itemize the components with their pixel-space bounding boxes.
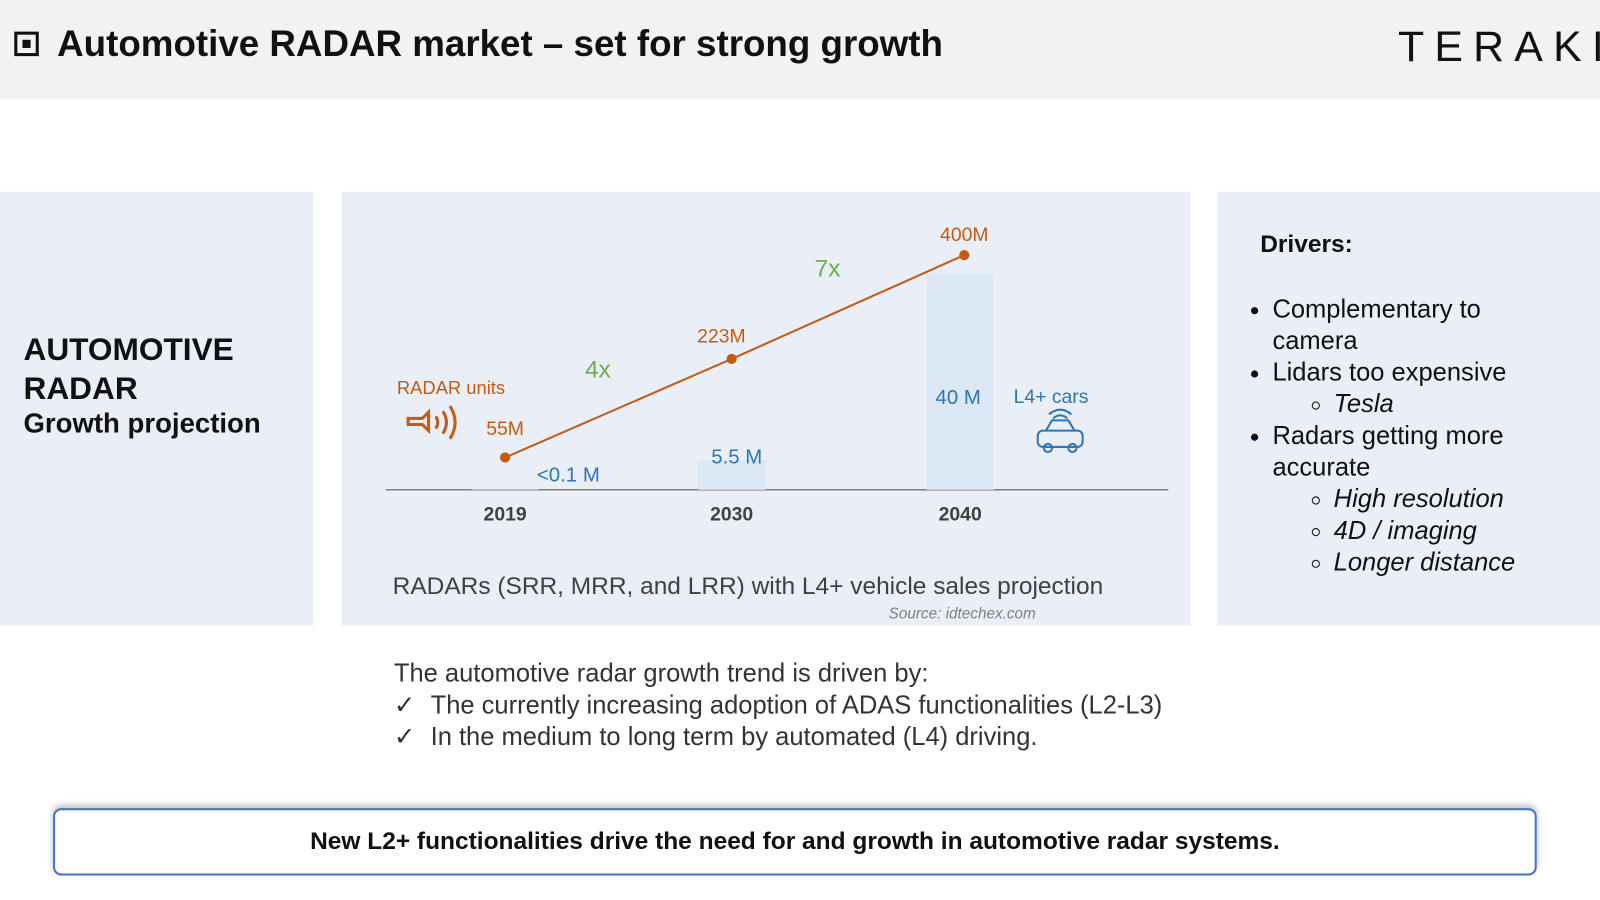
drivers-list: Complementary to cameraLidars too expens… — [1234, 294, 1569, 579]
x-tick-label: 2019 — [484, 503, 527, 525]
title-icon — [14, 31, 39, 57]
left-panel: AUTOMOTIVE RADAR Growth projection — [0, 191, 314, 626]
summary: The automotive radar growth trend is dri… — [394, 658, 1162, 753]
x-tick-label: 2040 — [939, 503, 982, 525]
driver-subitem: Longer distance — [1334, 547, 1569, 579]
car-icon — [1036, 408, 1084, 454]
callout: New L2+ functionalities drive the need f… — [53, 808, 1537, 876]
line-label: 223M — [697, 326, 745, 348]
panel-subtitle: Growth projection — [23, 408, 261, 439]
growth-label: 7x — [815, 255, 841, 282]
bar-label: <0.1 M — [537, 465, 600, 487]
bar-label: 40 M — [935, 387, 980, 409]
bar — [471, 489, 539, 490]
line-point — [499, 452, 511, 463]
chart-panel: 2019 2030 2040 55M 223M 400M 4x 7x RADAR units <0… — [341, 191, 1191, 626]
slide-title: Automotive RADAR market – set for strong… — [57, 22, 943, 65]
driver-text: Radars getting more accurate — [1272, 421, 1504, 482]
driver-item: Complementary to camera — [1272, 294, 1568, 357]
series-name: RADAR units — [397, 377, 505, 398]
driver-subitem: 4D / imaging — [1334, 515, 1569, 547]
radar-icon — [406, 405, 457, 440]
title-line: AUTOMOTIVE — [23, 331, 234, 368]
growth-label: 4x — [585, 357, 611, 384]
line-point — [726, 353, 737, 365]
chart-caption: RADARs (SRR, MRR, and LRR) with L4+ vehi… — [393, 573, 1104, 600]
title-line: RADAR — [23, 370, 138, 407]
driver-subitem: High resolution — [1334, 484, 1569, 516]
driver-item: Radars getting more accurateHigh resolut… — [1272, 420, 1568, 578]
line-label: 400M — [940, 224, 988, 246]
chart-source: Source: idtechex.com — [889, 605, 1036, 622]
bar — [926, 273, 994, 490]
bar — [697, 460, 766, 490]
logo: TERAKI — [1397, 22, 1600, 71]
header: Automotive RADAR market – set for strong… — [0, 0, 1600, 99]
summary-point: The currently increasing adoption of ADA… — [394, 690, 1163, 722]
panel-title: AUTOMOTIVE RADAR — [23, 331, 233, 409]
driver-text: Complementary to camera — [1272, 294, 1481, 356]
summary-intro: The automotive radar growth trend is dri… — [393, 659, 929, 688]
line-label: 55M — [486, 418, 524, 440]
x-tick-label: 2030 — [710, 503, 753, 525]
driver-subitem: Tesla — [1334, 389, 1569, 421]
driver-sublist: High resolution4D / imagingLonger distan… — [1272, 484, 1568, 579]
drivers-panel: Drivers: Complementary to cameraLidars t… — [1217, 191, 1600, 626]
driver-text: Lidars too expensive — [1272, 358, 1507, 387]
line-point — [959, 249, 970, 261]
summary-point: In the medium to long term by automated … — [394, 721, 1162, 753]
chart: 2019 2030 2040 55M 223M 400M 4x 7x RADAR units <0… — [385, 224, 1169, 622]
driver-sublist: Tesla — [1272, 389, 1568, 421]
series-name: L4+ cars — [1014, 386, 1089, 408]
drivers-title: Drivers: — [1260, 230, 1353, 259]
driver-item: Lidars too expensiveTesla — [1272, 357, 1568, 420]
bar-label: 5.5 M — [711, 446, 762, 468]
